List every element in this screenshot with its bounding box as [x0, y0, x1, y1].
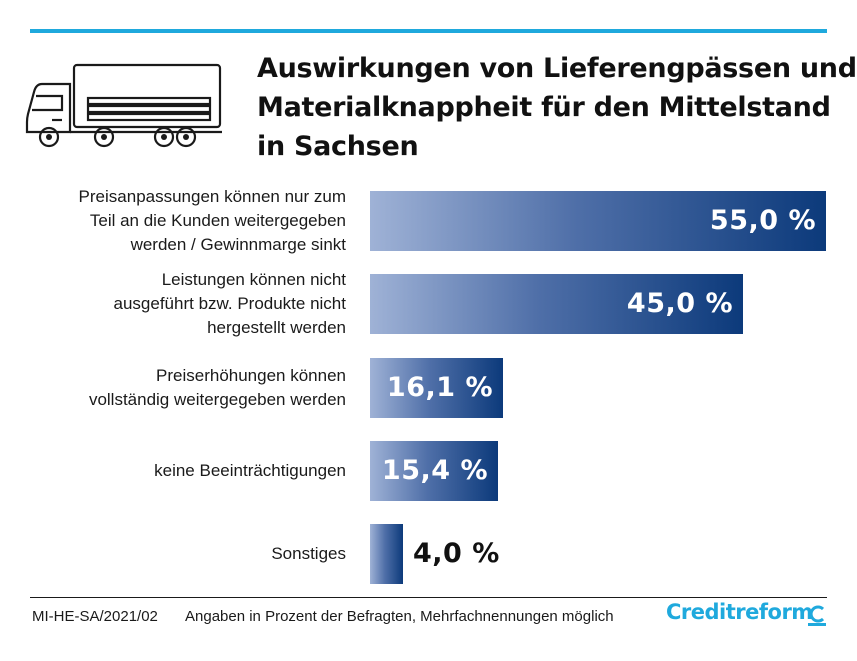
category-label-line: vollständig weitergegeben werden — [88, 390, 346, 409]
bar — [370, 358, 503, 418]
category-label-line: Leistungen können nicht — [161, 270, 346, 289]
value-label: 4,0 % — [413, 538, 500, 569]
category-label: Preisanpassungen können nur zum Teil an d… — [79, 185, 346, 257]
value-label: 15,4 % — [381, 455, 488, 486]
category-label: keine Beeinträchtigungen — [154, 459, 346, 483]
category-label: Preiserhöhungen können vollständig weiter… — [89, 364, 346, 412]
chart-title-line: Auswirkungen von Lieferengpässen und — [257, 53, 857, 84]
truck-icon — [25, 63, 222, 148]
source-code: MI-HE-SA/2021/02 — [32, 608, 158, 625]
category-label-line: ausgeführt bzw. Produkte nicht — [113, 294, 346, 313]
top-accent-rule — [30, 29, 827, 33]
bar — [370, 274, 743, 334]
value-label: 55,0 % — [709, 205, 816, 236]
creditreform-mark-icon — [808, 605, 826, 626]
bar — [370, 441, 498, 501]
chart-title: Auswirkungen von Lieferengpässen und Mat… — [257, 49, 857, 166]
chart-title-line: Materialknappheit für den Mittelstand — [257, 92, 831, 123]
category-label-line: keine Beeinträchtigungen — [154, 461, 346, 480]
chart-title-line: in Sachsen — [257, 131, 419, 162]
category-label-line: hergestellt werden — [207, 318, 346, 337]
creditreform-logo: Creditreform — [666, 600, 813, 624]
value-label: 16,1 % — [386, 372, 493, 403]
bar — [370, 191, 826, 251]
category-label-line: Preiserhöhungen können — [156, 366, 346, 385]
category-label: Sonstiges — [271, 542, 346, 566]
footer-rule — [30, 597, 827, 598]
value-label: 45,0 % — [626, 288, 733, 319]
footnote: Angaben in Prozent der Befragten, Mehrfa… — [185, 608, 614, 625]
category-label: Leistungen können nicht ausgeführt bzw. P… — [114, 268, 346, 340]
category-label-line: Preisanpassungen können nur zum — [78, 187, 346, 206]
category-label-line: Teil an die Kunden weitergegeben — [89, 211, 346, 230]
category-label-line: Sonstiges — [271, 544, 346, 563]
bar — [370, 524, 403, 584]
category-label-line: werden / Gewinnmarge sinkt — [130, 235, 346, 254]
